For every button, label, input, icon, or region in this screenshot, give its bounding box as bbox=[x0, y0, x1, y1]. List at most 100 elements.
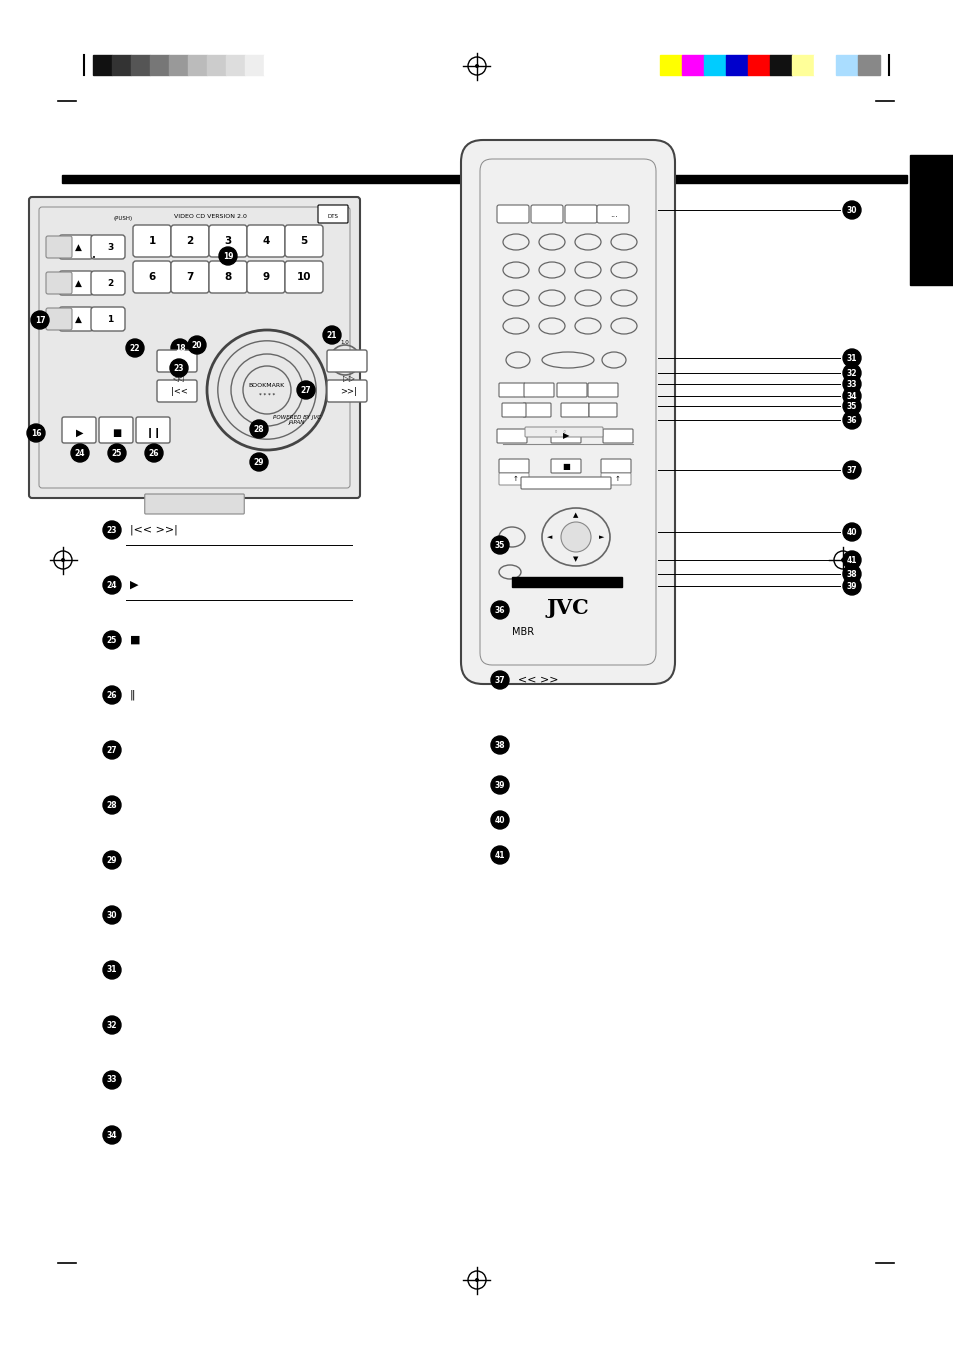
Text: >>|: >>| bbox=[340, 387, 357, 395]
Bar bbox=[725, 55, 747, 74]
Text: 34: 34 bbox=[846, 391, 857, 400]
Text: 40: 40 bbox=[495, 816, 505, 824]
FancyBboxPatch shape bbox=[551, 459, 580, 474]
Text: 17: 17 bbox=[34, 315, 45, 325]
FancyBboxPatch shape bbox=[285, 261, 323, 294]
Text: (PUSH): (PUSH) bbox=[113, 216, 132, 221]
FancyBboxPatch shape bbox=[91, 271, 125, 295]
Text: 7: 7 bbox=[186, 272, 193, 281]
FancyBboxPatch shape bbox=[587, 383, 618, 396]
Bar bbox=[857, 55, 879, 74]
Circle shape bbox=[126, 340, 144, 357]
Circle shape bbox=[103, 851, 121, 869]
Bar bbox=[747, 55, 769, 74]
Circle shape bbox=[842, 202, 861, 219]
Text: ■: ■ bbox=[130, 635, 140, 645]
Circle shape bbox=[842, 375, 861, 392]
FancyBboxPatch shape bbox=[46, 272, 71, 294]
Circle shape bbox=[103, 686, 121, 704]
Text: 29: 29 bbox=[107, 855, 117, 865]
Text: 39: 39 bbox=[495, 781, 505, 790]
Circle shape bbox=[491, 601, 509, 620]
FancyBboxPatch shape bbox=[597, 206, 628, 223]
Circle shape bbox=[842, 576, 861, 595]
Bar bbox=[681, 55, 703, 74]
Bar bbox=[659, 55, 681, 74]
Text: 37: 37 bbox=[495, 675, 505, 685]
Text: 27: 27 bbox=[107, 746, 117, 755]
Bar bbox=[207, 55, 226, 74]
Text: 27: 27 bbox=[300, 386, 311, 395]
Circle shape bbox=[250, 419, 268, 438]
Text: BOOKMARK: BOOKMARK bbox=[249, 383, 285, 387]
Bar bbox=[512, 576, 621, 587]
Bar bbox=[92, 55, 112, 74]
Bar bbox=[150, 55, 169, 74]
Bar bbox=[112, 55, 131, 74]
FancyBboxPatch shape bbox=[209, 225, 247, 257]
Text: 35: 35 bbox=[495, 540, 505, 549]
FancyBboxPatch shape bbox=[522, 403, 551, 417]
Circle shape bbox=[842, 387, 861, 405]
Text: ↑: ↑ bbox=[615, 476, 620, 482]
Circle shape bbox=[103, 741, 121, 759]
Text: 20: 20 bbox=[192, 341, 202, 349]
FancyBboxPatch shape bbox=[551, 429, 580, 442]
Text: ▷▷: ▷▷ bbox=[343, 375, 355, 383]
Text: ▲: ▲ bbox=[74, 279, 81, 287]
Circle shape bbox=[71, 444, 89, 461]
FancyBboxPatch shape bbox=[460, 139, 675, 685]
Text: 16: 16 bbox=[30, 429, 41, 437]
Text: 24: 24 bbox=[74, 448, 85, 457]
FancyBboxPatch shape bbox=[136, 417, 170, 442]
FancyBboxPatch shape bbox=[46, 235, 71, 258]
FancyBboxPatch shape bbox=[91, 307, 125, 331]
Circle shape bbox=[323, 326, 340, 344]
Text: ■: ■ bbox=[561, 461, 569, 471]
Text: 40: 40 bbox=[846, 528, 857, 537]
FancyBboxPatch shape bbox=[59, 307, 92, 331]
FancyBboxPatch shape bbox=[497, 206, 529, 223]
Text: 1.0: 1.0 bbox=[340, 340, 349, 345]
Text: 26: 26 bbox=[107, 690, 117, 700]
Text: 32: 32 bbox=[107, 1020, 117, 1030]
Text: * * * *: * * * * bbox=[258, 392, 274, 398]
FancyBboxPatch shape bbox=[501, 403, 525, 417]
FancyBboxPatch shape bbox=[497, 429, 526, 442]
Text: ►: ► bbox=[598, 534, 604, 540]
Text: ◁◁: ◁◁ bbox=[172, 375, 185, 383]
Circle shape bbox=[491, 671, 509, 689]
Text: 1: 1 bbox=[149, 235, 155, 246]
Text: 23: 23 bbox=[173, 364, 184, 372]
Text: ◦  ◦: ◦ ◦ bbox=[553, 429, 566, 436]
Text: |<<: |<< bbox=[171, 387, 187, 395]
FancyBboxPatch shape bbox=[520, 478, 610, 488]
Text: 18: 18 bbox=[174, 344, 185, 353]
Circle shape bbox=[491, 777, 509, 794]
Text: 32: 32 bbox=[846, 368, 857, 377]
FancyBboxPatch shape bbox=[209, 261, 247, 294]
Text: 30: 30 bbox=[107, 911, 117, 920]
Circle shape bbox=[475, 64, 478, 68]
Circle shape bbox=[103, 630, 121, 649]
Text: 22: 22 bbox=[130, 344, 140, 353]
Text: 21: 21 bbox=[327, 330, 337, 340]
Circle shape bbox=[842, 461, 861, 479]
Text: ▶: ▶ bbox=[562, 432, 569, 441]
Text: 8: 8 bbox=[224, 272, 232, 281]
Text: ▲: ▲ bbox=[573, 511, 578, 518]
Text: 31: 31 bbox=[846, 353, 857, 363]
Text: ▶: ▶ bbox=[76, 428, 84, 438]
Text: 39: 39 bbox=[846, 582, 857, 590]
Bar bbox=[813, 55, 835, 74]
Text: JVC: JVC bbox=[546, 598, 589, 618]
Text: 30: 30 bbox=[846, 206, 857, 215]
Text: 4: 4 bbox=[262, 235, 270, 246]
FancyBboxPatch shape bbox=[91, 235, 125, 258]
Text: ■: ■ bbox=[112, 428, 121, 438]
Text: 24: 24 bbox=[107, 580, 117, 590]
Circle shape bbox=[842, 396, 861, 415]
Bar bbox=[835, 55, 857, 74]
Text: 33: 33 bbox=[107, 1076, 117, 1085]
Text: 1: 1 bbox=[107, 314, 113, 323]
